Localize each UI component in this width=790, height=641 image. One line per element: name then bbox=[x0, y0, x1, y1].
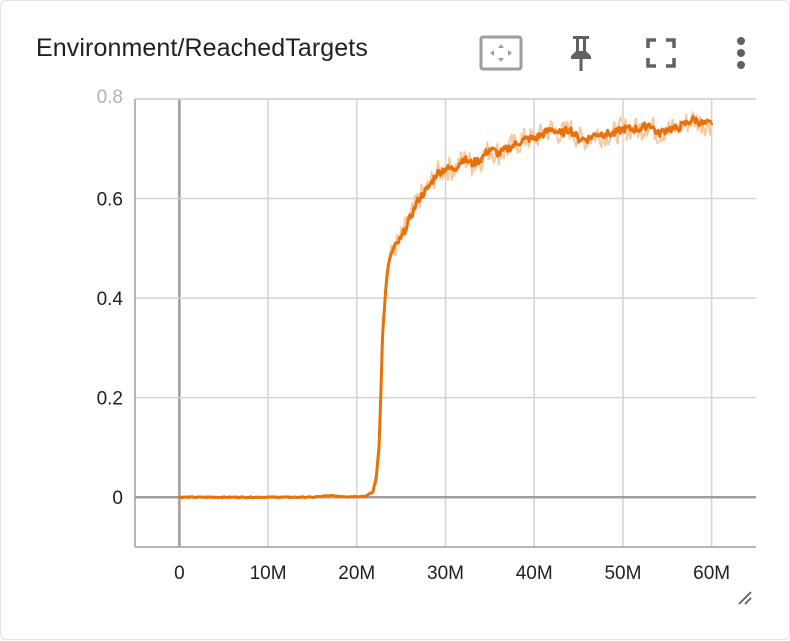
data-point bbox=[381, 336, 384, 340]
data-point bbox=[346, 495, 350, 499]
y-tick-label: 0.4 bbox=[97, 289, 124, 310]
data-point bbox=[559, 132, 563, 136]
x-tick-label: 40M bbox=[516, 563, 553, 584]
data-point bbox=[382, 306, 386, 310]
x-tick-label: 10M bbox=[250, 563, 287, 584]
data-point bbox=[568, 127, 572, 131]
fit-to-data-button[interactable] bbox=[477, 29, 525, 77]
x-tick-label: 20M bbox=[338, 563, 375, 584]
data-point bbox=[506, 147, 509, 151]
data-point bbox=[683, 122, 687, 126]
pin-icon bbox=[571, 36, 591, 71]
data-point bbox=[311, 495, 314, 499]
data-point bbox=[379, 396, 383, 400]
fullscreen-icon bbox=[646, 38, 676, 68]
data-point bbox=[497, 152, 501, 156]
data-point bbox=[550, 127, 554, 131]
data-point bbox=[177, 495, 181, 499]
x-tick-label: 50M bbox=[604, 563, 641, 584]
x-tick-label: 30M bbox=[427, 563, 464, 584]
data-point bbox=[541, 132, 545, 136]
data-point bbox=[523, 137, 527, 141]
data-point bbox=[710, 122, 714, 126]
series-group bbox=[177, 110, 714, 500]
data-point bbox=[364, 494, 368, 498]
chart-title: Environment/ReachedTargets bbox=[36, 34, 368, 62]
data-point bbox=[586, 137, 589, 141]
data-point bbox=[328, 494, 332, 498]
x-tick-label: 0 bbox=[174, 563, 185, 584]
data-point bbox=[665, 127, 669, 131]
data-point bbox=[452, 167, 456, 171]
data-point bbox=[639, 127, 643, 131]
data-point bbox=[399, 236, 403, 240]
data-point bbox=[426, 187, 430, 191]
resize-handle[interactable] bbox=[737, 590, 753, 606]
data-point bbox=[621, 127, 625, 131]
data-point bbox=[392, 246, 396, 250]
data-point bbox=[374, 475, 378, 479]
more-options-button[interactable] bbox=[717, 29, 765, 77]
resize-icon bbox=[738, 591, 752, 605]
data-point bbox=[470, 162, 474, 166]
data-point bbox=[674, 127, 678, 131]
y-tick-label: 0.2 bbox=[97, 389, 123, 410]
data-point bbox=[612, 132, 616, 136]
x-tick-label: 60M bbox=[693, 563, 730, 584]
more-vert-icon bbox=[737, 37, 745, 69]
data-point bbox=[594, 132, 598, 136]
data-point bbox=[444, 167, 447, 171]
data-point bbox=[266, 495, 270, 499]
data-point bbox=[388, 256, 392, 260]
data-point bbox=[222, 495, 226, 499]
pin-button[interactable] bbox=[557, 29, 605, 77]
data-point bbox=[648, 122, 651, 126]
data-point bbox=[692, 117, 696, 121]
data-point bbox=[417, 197, 421, 200]
data-point bbox=[435, 172, 439, 176]
data-point bbox=[577, 137, 580, 141]
data-point bbox=[371, 490, 375, 494]
data-point bbox=[515, 142, 518, 146]
data-point bbox=[408, 217, 412, 220]
data-point bbox=[461, 157, 465, 161]
fullscreen-button[interactable] bbox=[637, 29, 685, 77]
data-point bbox=[377, 446, 381, 449]
data-point bbox=[630, 127, 634, 131]
data-point bbox=[385, 276, 389, 280]
data-point bbox=[603, 132, 607, 136]
data-point bbox=[657, 132, 660, 136]
data-point bbox=[701, 122, 705, 126]
y-tick-label: 0 bbox=[112, 488, 123, 509]
data-point bbox=[488, 147, 492, 151]
fit-to-data-icon bbox=[479, 35, 523, 71]
data-point bbox=[479, 157, 483, 161]
series-smoothed-line bbox=[179, 115, 713, 500]
data-point bbox=[532, 137, 536, 141]
y-tick-label: 0.8 bbox=[97, 87, 123, 108]
y-tick-label: 0.6 bbox=[97, 190, 123, 211]
